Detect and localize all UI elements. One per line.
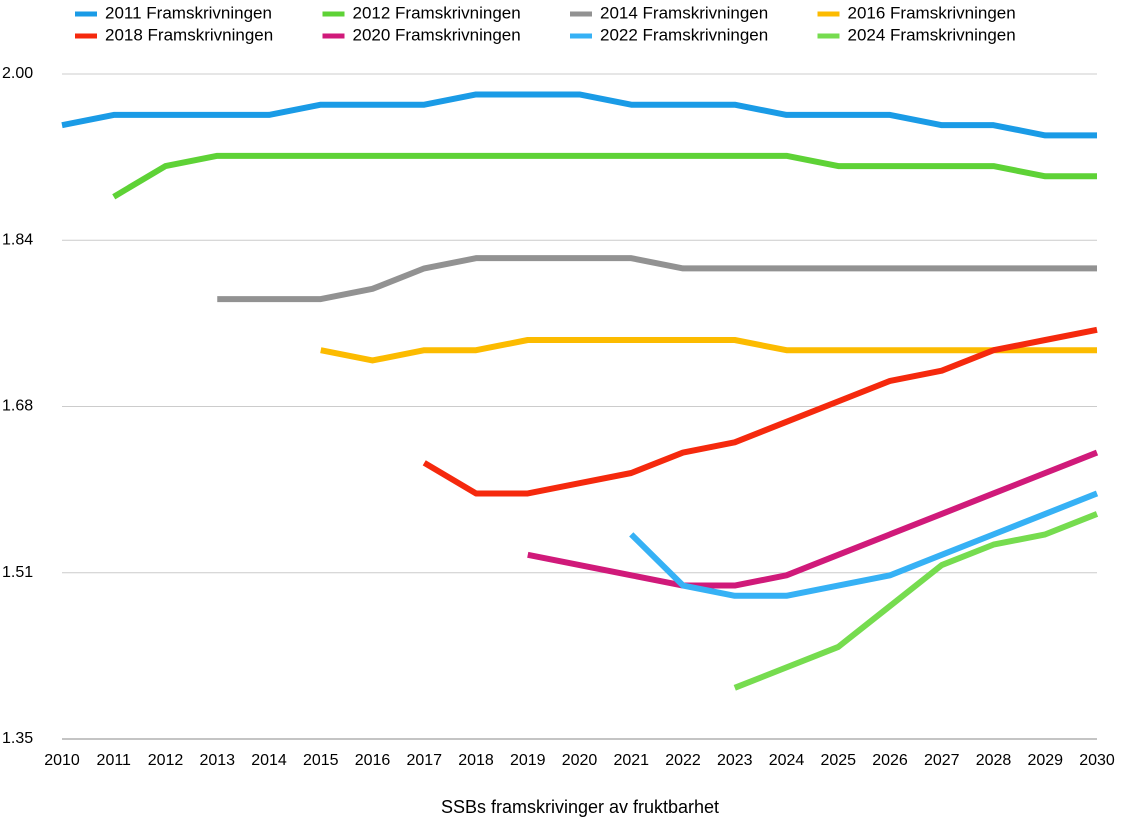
series-line [422,326,1098,497]
y-tick-label: 1.35 [2,730,33,747]
x-tick-label: 2014 [251,752,287,769]
x-tick-label: 2019 [510,752,546,769]
x-tick-label: 2010 [44,752,80,769]
legend-label: 2012 Framskrivningen [353,3,521,22]
legend-label: 2024 Framskrivningen [848,25,1016,44]
y-tick-label: 2.00 [2,65,33,82]
x-axis-title: SSBs framskrivinger av fruktbarhet [441,797,719,817]
series-line [61,91,1097,139]
series-line [320,337,1097,364]
x-tick-label: 2027 [924,752,960,769]
series-line [733,511,1099,691]
x-tick-label: 2017 [406,752,442,769]
y-tick-label: 1.84 [2,231,33,248]
x-tick-label: 2029 [1027,752,1063,769]
y-tick-label: 1.68 [2,398,33,415]
x-tick-label: 2021 [613,752,649,769]
x-tick-label: 2013 [199,752,235,769]
series-line [629,490,1099,599]
x-tick-label: 2023 [717,752,753,769]
x-tick-label: 2020 [562,752,598,769]
series-line [527,449,1099,589]
x-tick-label: 2012 [148,752,184,769]
x-tick-label: 2028 [976,752,1012,769]
x-tick-label: 2018 [458,752,494,769]
x-tick-label: 2024 [769,752,805,769]
legend-label: 2016 Framskrivningen [848,3,1016,22]
x-tick-label: 2030 [1079,752,1115,769]
x-tick-label: 2016 [355,752,391,769]
legend-label: 2011 Framskrivningen [105,3,272,22]
x-tick-label: 2022 [665,752,701,769]
legend-label: 2014 Framskrivningen [600,3,768,22]
series-line [112,152,1097,200]
x-tick-label: 2025 [820,752,856,769]
legend-label: 2018 Framskrivningen [105,25,273,44]
x-tick-label: 2026 [872,752,908,769]
y-tick-label: 1.51 [2,564,33,581]
series-line [217,255,1097,303]
legend-label: 2022 Framskrivningen [600,25,768,44]
x-tick-label: 2015 [303,752,339,769]
x-tick-label: 2011 [97,752,132,769]
legend-label: 2020 Framskrivningen [353,25,521,44]
